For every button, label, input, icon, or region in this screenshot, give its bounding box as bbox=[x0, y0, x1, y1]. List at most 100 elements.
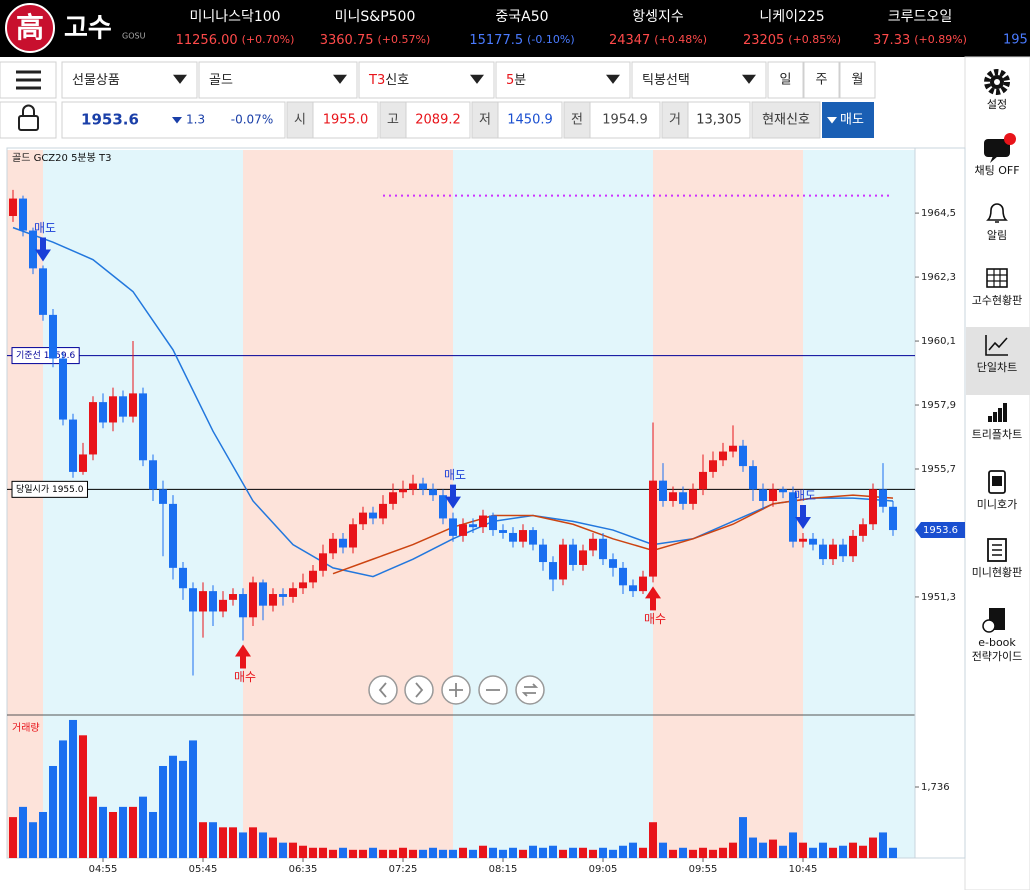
volume-bar bbox=[779, 845, 787, 858]
volume-bar bbox=[659, 842, 667, 858]
sidebar-item[interactable]: 단일차트 bbox=[966, 327, 1030, 395]
sidebar-item[interactable]: 알림 bbox=[986, 203, 1008, 242]
volume-tick-label: 1,736 bbox=[921, 782, 950, 793]
candle-body bbox=[769, 489, 777, 501]
field-value: 1955.0 bbox=[323, 113, 369, 128]
select-box[interactable] bbox=[631, 61, 767, 99]
x-tick-label: 10:45 bbox=[789, 864, 818, 875]
nav-button[interactable] bbox=[404, 675, 434, 705]
field-value: 13,305 bbox=[696, 113, 742, 128]
sidebar-item[interactable]: 설정 bbox=[984, 69, 1010, 111]
bar-icon bbox=[1003, 403, 1007, 422]
candle-body bbox=[319, 553, 327, 571]
volume-bar bbox=[109, 811, 117, 858]
volume-bar bbox=[189, 740, 197, 858]
nav-button[interactable] bbox=[368, 675, 398, 705]
select-box[interactable] bbox=[358, 61, 495, 99]
volume-bar bbox=[419, 849, 427, 858]
nav-button[interactable] bbox=[478, 675, 508, 705]
sidebar-item[interactable]: 미니현황판 bbox=[972, 538, 1023, 579]
volume-bar bbox=[509, 847, 517, 858]
candle-body bbox=[219, 599, 227, 612]
dropdown-arrow bbox=[742, 74, 756, 84]
period-button[interactable] bbox=[839, 61, 876, 99]
volume-bar bbox=[739, 817, 747, 858]
sell-arrow bbox=[35, 237, 51, 262]
candle-body bbox=[39, 268, 47, 315]
nav-button[interactable] bbox=[515, 675, 545, 705]
candle-body bbox=[9, 198, 17, 217]
y-tick-label: 1951,3 bbox=[921, 592, 956, 603]
period-button[interactable] bbox=[767, 61, 804, 99]
candle-body bbox=[779, 489, 787, 493]
sidebar-label: 고수현황판 bbox=[972, 294, 1023, 307]
select-text: 틱봉선택 bbox=[642, 73, 690, 88]
select-box[interactable] bbox=[61, 61, 198, 99]
top-bar bbox=[0, 0, 1030, 57]
candle-body bbox=[639, 576, 647, 592]
select-text: 분 bbox=[514, 73, 526, 88]
volume-bar bbox=[449, 849, 457, 858]
nav-glyph bbox=[521, 683, 539, 697]
volume-bar bbox=[849, 842, 857, 858]
volume-bar bbox=[199, 822, 207, 858]
sidebar-item[interactable]: 채팅 OFF bbox=[974, 133, 1020, 177]
logo-mark: 高 bbox=[16, 11, 44, 44]
candle-body bbox=[29, 230, 37, 269]
volume-bar bbox=[349, 849, 357, 858]
nav-button[interactable] bbox=[441, 675, 471, 705]
chart-title: 골드 GCZ20 5분봉 T3 bbox=[12, 152, 111, 164]
volume-bar bbox=[729, 842, 737, 858]
select-text: 선물상품 bbox=[72, 73, 120, 88]
nav-glyph bbox=[415, 682, 424, 698]
candle-body bbox=[369, 512, 377, 519]
volume-bar bbox=[169, 755, 177, 858]
line-chart-icon bbox=[985, 335, 1008, 356]
field-value: 2089.2 bbox=[415, 113, 461, 128]
lock-button[interactable] bbox=[0, 101, 57, 139]
candle-body bbox=[569, 544, 577, 565]
candle-body bbox=[589, 538, 597, 551]
nav-circle bbox=[515, 675, 545, 705]
select-box[interactable] bbox=[198, 61, 358, 99]
x-tick-label: 09:05 bbox=[589, 864, 618, 875]
volume-bar bbox=[619, 845, 627, 858]
sidebar-item[interactable]: 미니호가 bbox=[977, 470, 1017, 511]
volume-bar bbox=[759, 842, 767, 858]
candle-body bbox=[79, 454, 87, 472]
moving-average bbox=[332, 494, 894, 575]
volume-bar bbox=[709, 849, 717, 858]
sidebar-item[interactable]: 트리플차트 bbox=[972, 403, 1023, 441]
sell-label: 매도 bbox=[444, 468, 466, 482]
ticker-change: (+0.70%) bbox=[242, 33, 295, 46]
volume-bar bbox=[749, 837, 757, 858]
field-value-cell bbox=[312, 101, 379, 139]
ticker-name: 항셍지수 bbox=[632, 9, 684, 25]
candle-body bbox=[799, 538, 807, 542]
volume-bar bbox=[339, 847, 347, 858]
volume-bar bbox=[69, 719, 77, 858]
candle-body bbox=[249, 582, 257, 618]
volume-bar bbox=[639, 847, 647, 858]
volume-bar bbox=[689, 849, 697, 858]
volume-bar bbox=[529, 845, 537, 858]
volume-bar bbox=[629, 842, 637, 858]
volume-bar bbox=[149, 811, 157, 858]
volume-bar bbox=[239, 832, 247, 858]
volume-bar bbox=[889, 847, 897, 858]
field-label-cell bbox=[563, 101, 591, 139]
candle-body bbox=[469, 524, 477, 528]
candle-body bbox=[849, 535, 857, 557]
volume-bar bbox=[559, 849, 567, 858]
dropdown-arrow bbox=[470, 74, 484, 84]
period-button[interactable] bbox=[803, 61, 840, 99]
gear-hole bbox=[994, 79, 1000, 85]
sidebar-item[interactable]: 고수현황판 bbox=[972, 268, 1023, 307]
candle-body bbox=[879, 489, 887, 507]
select-box[interactable] bbox=[495, 61, 631, 99]
volume-bar bbox=[479, 845, 487, 858]
candle-body bbox=[449, 518, 457, 536]
x-tick-label: 07:25 bbox=[389, 864, 418, 875]
y-tick-label: 1962,3 bbox=[921, 272, 956, 283]
